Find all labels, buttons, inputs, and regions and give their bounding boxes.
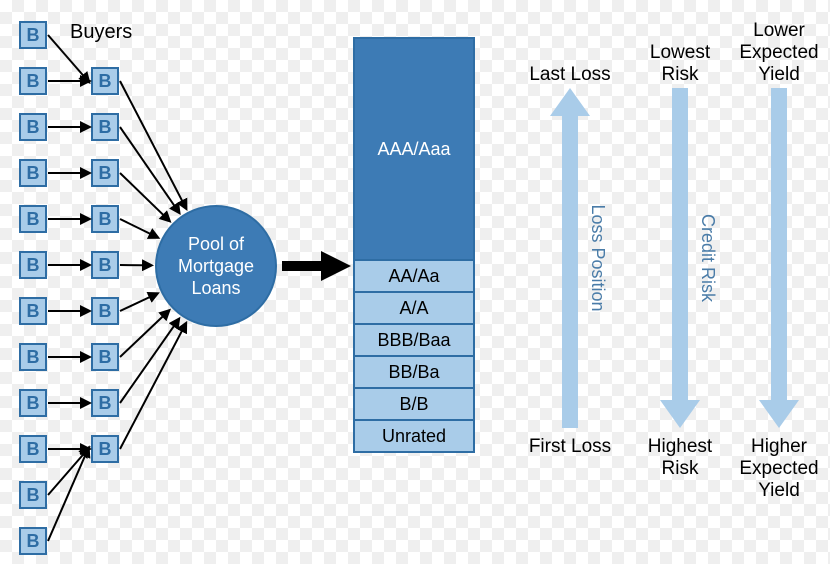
tranche-label: B/B xyxy=(399,394,428,414)
arrow-to-pool xyxy=(120,81,186,207)
arrow-side-label: Credit Risk xyxy=(698,214,718,303)
arrow-to-pool xyxy=(120,320,178,403)
arrow-top-label: Lowest xyxy=(650,42,711,63)
buyer-letter: B xyxy=(27,255,40,275)
arrow-bottom-label: Highest xyxy=(648,436,713,457)
tranche-label: BB/Ba xyxy=(388,362,440,382)
arrow-side-label: Loss Position xyxy=(588,204,608,311)
buyer-letter: B xyxy=(99,301,112,321)
buyer-letter: B xyxy=(99,439,112,459)
vertical-arrow xyxy=(660,88,700,428)
pool-line-1: Pool of xyxy=(188,234,245,254)
arrow-to-pool xyxy=(120,311,168,357)
buyer-letter: B xyxy=(27,117,40,137)
arrow-top-label: Lower xyxy=(753,20,805,41)
buyer-letter: B xyxy=(99,393,112,413)
tranche-stack: AAA/Aaa AA/Aa A/A BBB/Baa BB/Ba B/B Unrated xyxy=(354,38,474,452)
arrow-buyer xyxy=(48,449,88,541)
arrow-bottom-label: First Loss xyxy=(529,436,611,457)
buyer-letter: B xyxy=(99,71,112,91)
arrow-top-label: Expected xyxy=(739,42,818,63)
arrow-bottom-label: Expected xyxy=(739,458,818,479)
buyer-letter: B xyxy=(99,209,112,229)
buyer-letter: B xyxy=(27,393,40,413)
arrow-top-label: Risk xyxy=(662,64,699,85)
tranche-label: AAA/Aaa xyxy=(377,139,451,159)
arrow-top-label: Last Loss xyxy=(529,64,610,85)
tranche-label: Unrated xyxy=(382,426,446,446)
arrow-to-pool xyxy=(120,173,169,220)
buyer-letter: B xyxy=(27,25,40,45)
vertical-arrow xyxy=(550,88,590,428)
tranche-label: BBB/Baa xyxy=(377,330,451,350)
buyers-label: Buyers xyxy=(70,21,132,43)
buyer-letter: B xyxy=(27,301,40,321)
buyer-column-2: B B B B B B B B B xyxy=(92,68,118,462)
tranche-label: A/A xyxy=(399,298,428,318)
buyer-letter: B xyxy=(99,117,112,137)
buyer-letter: B xyxy=(27,347,40,367)
buyer-letter: B xyxy=(27,71,40,91)
arrow-to-pool xyxy=(120,127,178,212)
arrow-top-label: Yield xyxy=(758,64,800,85)
buyer-letter: B xyxy=(99,255,112,275)
arrow-bottom-label: Higher xyxy=(751,436,808,457)
vertical-arrow xyxy=(759,88,799,428)
arrow-bottom-label: Yield xyxy=(758,480,800,501)
buyer-letter: B xyxy=(27,163,40,183)
buyer-column-1: B B B B B B B B B B B B xyxy=(20,22,46,554)
buyer-letter: B xyxy=(27,439,40,459)
arrow-to-pool xyxy=(120,219,157,237)
buyer-letter: B xyxy=(27,485,40,505)
arrow-to-pool xyxy=(120,324,185,449)
buyer-letter: B xyxy=(99,163,112,183)
tranche-label: AA/Aa xyxy=(388,266,440,286)
arrow-to-pool xyxy=(120,294,156,311)
pool-line-3: Loans xyxy=(191,278,240,298)
pool-line-2: Mortgage xyxy=(178,256,254,276)
pool-of-loans: Pool of Mortgage Loans xyxy=(156,206,276,326)
buyer-letter: B xyxy=(99,347,112,367)
buyer-letter: B xyxy=(27,531,40,551)
buyer-letter: B xyxy=(27,209,40,229)
risk-yield-arrows: Last LossFirst LossLoss PositionLowestRi… xyxy=(529,20,819,501)
arrow-bottom-label: Risk xyxy=(662,458,699,479)
arrows-col1-to-col2 xyxy=(48,35,88,541)
arrow-buyer xyxy=(48,449,88,495)
